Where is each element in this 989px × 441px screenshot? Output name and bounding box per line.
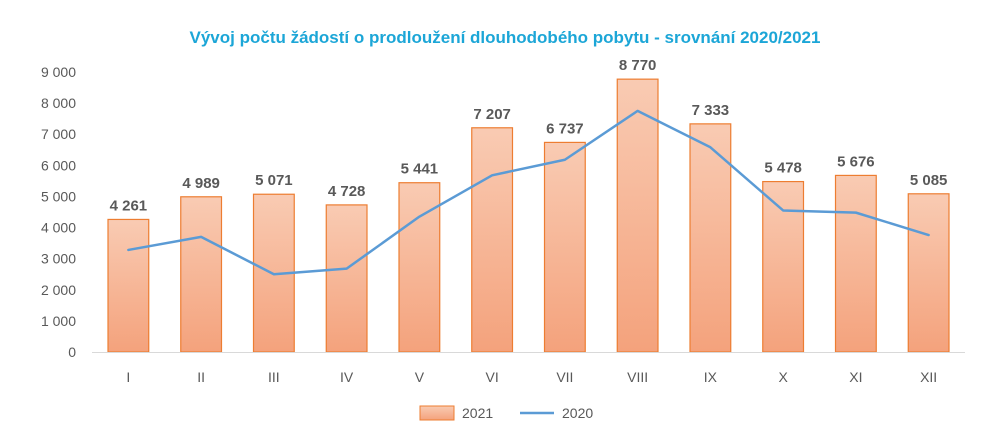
x-tick-label: IV bbox=[340, 369, 354, 385]
data-label-X: 5 478 bbox=[764, 160, 802, 177]
bar-IV bbox=[325, 204, 368, 353]
x-axis: I II III IV V VI VII VIII IX X XI XII bbox=[126, 369, 937, 385]
bar-IX bbox=[689, 123, 732, 353]
y-tick-label: 0 bbox=[68, 344, 76, 360]
legend: 2021 2020 bbox=[419, 405, 593, 421]
data-label-IX: 7 333 bbox=[692, 102, 730, 119]
data-label-VI: 7 207 bbox=[473, 106, 511, 123]
legend-swatch-2021 bbox=[419, 405, 455, 421]
data-label-I: 4 261 bbox=[110, 197, 148, 214]
x-tick-label: V bbox=[415, 369, 425, 385]
data-label-VII: 6 737 bbox=[546, 120, 584, 137]
x-tick-label: VII bbox=[556, 369, 573, 385]
y-tick-label: 9 000 bbox=[41, 64, 76, 80]
y-tick-label: 6 000 bbox=[41, 157, 76, 173]
legend-label-2021: 2021 bbox=[462, 405, 493, 421]
data-label-XII: 5 085 bbox=[910, 172, 948, 189]
y-tick-label: 5 000 bbox=[41, 188, 76, 204]
data-labels: 4 261 4 989 5 071 4 728 5 441 7 207 6 737 8 770… bbox=[110, 57, 948, 214]
x-tick-label: II bbox=[197, 369, 205, 385]
data-label-II: 4 989 bbox=[182, 175, 220, 192]
line-2020 bbox=[127, 109, 930, 276]
x-tick-label: XII bbox=[920, 369, 937, 385]
data-label-XI: 5 676 bbox=[837, 153, 875, 170]
bar-XII bbox=[907, 193, 950, 353]
data-label-V: 5 441 bbox=[401, 161, 439, 178]
y-tick-label: 1 000 bbox=[41, 313, 76, 329]
y-tick-label: 4 000 bbox=[41, 220, 76, 236]
y-axis: 0 1 000 2 000 3 000 4 000 5 000 6 000 7 000 8 00… bbox=[41, 64, 76, 360]
data-label-VIII: 8 770 bbox=[619, 57, 657, 74]
bar-series-2021 bbox=[107, 78, 950, 353]
chart-title: Vývoj počtu žádostí o prodloužení dlouho… bbox=[190, 28, 821, 47]
y-tick-label: 7 000 bbox=[41, 126, 76, 142]
x-tick-label: I bbox=[126, 369, 130, 385]
bar-VIII bbox=[616, 78, 659, 353]
line-series-2020 bbox=[127, 109, 930, 276]
bar-I bbox=[107, 218, 150, 353]
y-tick-label: 8 000 bbox=[41, 95, 76, 111]
bar-VI bbox=[471, 127, 514, 353]
x-tick-label: X bbox=[778, 369, 788, 385]
data-label-IV: 4 728 bbox=[328, 183, 366, 200]
x-tick-label: IX bbox=[704, 369, 718, 385]
bar-VII bbox=[543, 141, 586, 353]
x-tick-label: VI bbox=[486, 369, 499, 385]
legend-label-2020: 2020 bbox=[562, 405, 593, 421]
bar-II bbox=[180, 196, 223, 353]
y-tick-label: 3 000 bbox=[41, 251, 76, 267]
data-label-III: 5 071 bbox=[255, 172, 293, 189]
bar-X bbox=[762, 180, 805, 353]
x-tick-label: VIII bbox=[627, 369, 648, 385]
bar-XI bbox=[834, 174, 877, 353]
x-tick-label: XI bbox=[849, 369, 862, 385]
x-tick-label: III bbox=[268, 369, 280, 385]
bar-V bbox=[398, 182, 441, 353]
y-tick-label: 2 000 bbox=[41, 282, 76, 298]
